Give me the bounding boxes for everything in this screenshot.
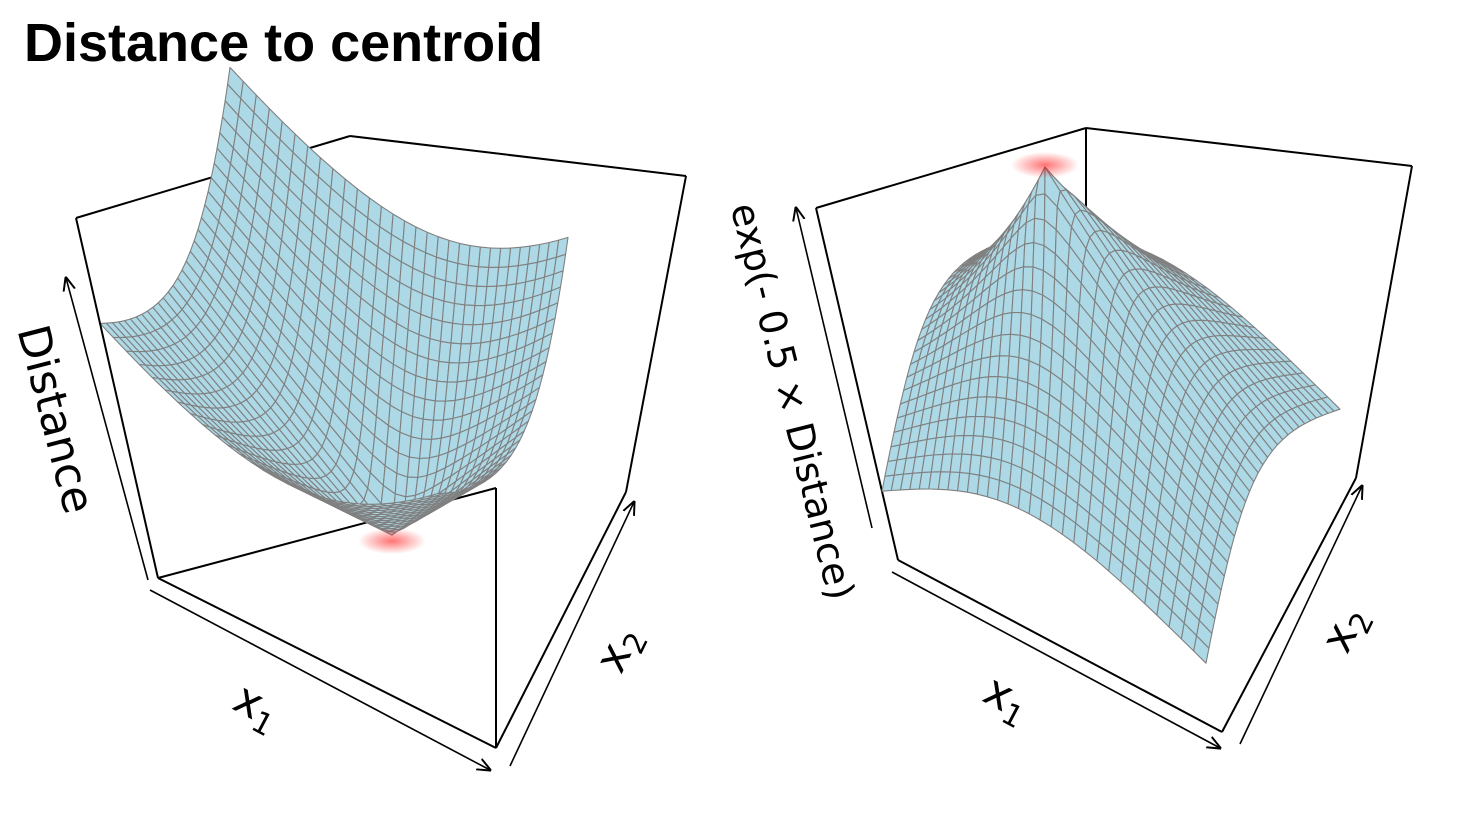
axis-arrows	[66, 278, 634, 770]
box-edge	[75, 217, 159, 579]
surface-facet	[1007, 355, 1020, 381]
surface-facet	[1021, 266, 1034, 292]
distance-axis-arrow	[66, 278, 149, 581]
surface-facet	[1009, 311, 1022, 336]
chart-distance: Distance x1 x2	[7, 66, 687, 770]
surface-facet	[1004, 398, 1017, 424]
box-edge	[349, 135, 687, 177]
distance-surface	[99, 66, 569, 554]
axis-arrows	[796, 208, 1362, 748]
box-front-edges	[75, 175, 687, 749]
surface-facet	[1019, 311, 1032, 339]
surface-facet	[1034, 193, 1046, 221]
x2-axis-label: x2	[585, 617, 656, 682]
box-edge	[1085, 127, 1413, 167]
box-edge	[815, 207, 899, 561]
surface-facet	[1031, 266, 1044, 296]
centroid-marker	[358, 528, 426, 554]
surface-facet	[428, 492, 445, 497]
surface-facet	[1011, 289, 1024, 314]
surface-facet	[1193, 635, 1210, 664]
x1-axis-arrow	[891, 571, 1220, 748]
surface-facet	[1024, 217, 1036, 245]
x1-axis-label: x1	[973, 665, 1039, 736]
box-edge	[625, 175, 687, 493]
exp-distance-surface	[881, 152, 1341, 664]
surface-facet	[1023, 242, 1035, 268]
surface-facet	[1032, 242, 1045, 272]
z-axis-label: Distance	[7, 320, 105, 519]
page-title: Distance to centroid	[24, 13, 544, 73]
surface-facet	[1033, 217, 1046, 247]
box-edge	[1355, 165, 1413, 479]
box-front-edges	[897, 477, 1357, 733]
x1-axis-label: x1	[223, 673, 289, 744]
surface-facet	[1008, 333, 1021, 359]
box-edge	[495, 491, 627, 749]
surface-facet	[1015, 379, 1029, 406]
surface-facet	[1017, 356, 1030, 384]
box-edge	[157, 577, 497, 749]
x2-axis-arrow	[509, 502, 634, 767]
x1-axis-arrow	[149, 589, 490, 770]
surface-facet	[1012, 266, 1025, 292]
x2-axis-arrow	[1239, 486, 1362, 745]
surface-facet	[1018, 334, 1031, 362]
chart-exp-distance: exp(- 0.5 × Distance) x1 x2	[722, 127, 1413, 748]
surface-facet	[1020, 289, 1033, 316]
box-edge	[897, 559, 1223, 733]
x2-axis-label: x2	[1311, 597, 1382, 662]
box-edge	[815, 127, 1087, 209]
exp-axis-arrow	[796, 208, 873, 529]
centroid-marker	[1011, 152, 1079, 178]
box-edge	[1221, 477, 1357, 733]
